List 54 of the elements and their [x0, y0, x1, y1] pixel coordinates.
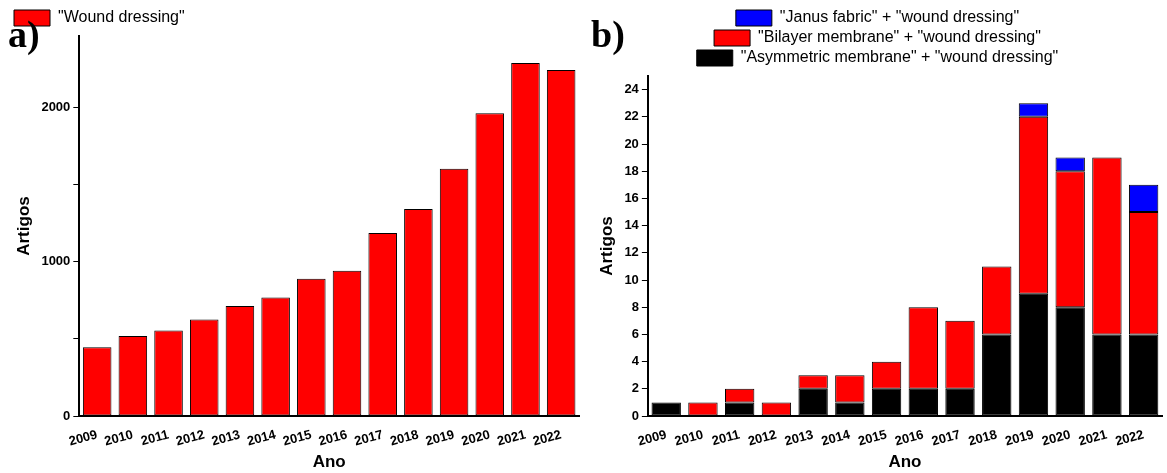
x-tick-label: 2021: [1076, 426, 1109, 449]
y-tick-label: 24: [624, 81, 640, 97]
y-tick-label: 6: [631, 326, 639, 342]
y-tick-label: 2000: [41, 98, 71, 114]
x-tick-label: 2009: [67, 426, 99, 449]
y-tick-label: 0: [631, 407, 639, 423]
y-tick-label: 2: [631, 380, 639, 396]
x-tick-label: 2016: [893, 426, 925, 449]
x-tick-label: 2021: [495, 426, 528, 449]
y-tick-label: 20: [624, 135, 639, 151]
x-tick-label: 2010: [102, 426, 135, 449]
y-tick-label: 16: [624, 189, 639, 205]
x-tick-label: 2011: [139, 426, 171, 449]
legend-label: "Wound dressing": [58, 8, 185, 26]
y-axis-title: Artigos: [13, 196, 33, 256]
x-tick-label: 2019: [1003, 426, 1036, 449]
x-tick-label: 2017: [352, 426, 385, 449]
y-tick-label: 10: [624, 271, 639, 287]
x-tick-label: 2014: [819, 426, 853, 449]
x-tick-label: 2015: [281, 426, 314, 449]
x-axis-title: Ano: [312, 452, 346, 472]
y-tick-label: 18: [624, 162, 639, 178]
x-tick-label: 2022: [531, 426, 563, 449]
x-tick-label: 2013: [783, 426, 815, 449]
chart-title: a): [8, 12, 40, 56]
x-tick-label: 2012: [746, 426, 779, 449]
x-tick-label: 2011: [710, 426, 742, 449]
x-tick-label: 2015: [856, 426, 889, 449]
legend-label: "Asymmetric membrane" + "wound dressing": [740, 48, 1059, 66]
x-tick-label: 2017: [929, 426, 962, 449]
x-tick-label: 2019: [423, 426, 456, 449]
y-tick-label: 22: [624, 108, 639, 124]
x-tick-label: 2018: [966, 426, 999, 449]
chart-title: b): [591, 12, 625, 56]
y-tick-label: 1000: [41, 253, 71, 269]
x-tick-label: 2013: [209, 426, 242, 449]
y-tick-label: 0: [63, 407, 71, 423]
x-tick-label: 2020: [459, 426, 492, 449]
x-axis-title: Ano: [888, 452, 922, 472]
y-tick-label: 14: [624, 217, 640, 233]
x-tick-label: 2009: [636, 426, 668, 449]
x-tick-label: 2012: [174, 426, 206, 449]
x-tick-label: 2014: [245, 426, 279, 449]
x-tick-label: 2022: [1113, 426, 1146, 449]
y-tick-label: 12: [624, 244, 639, 260]
y-tick-label: 8: [631, 298, 639, 314]
x-tick-label: 2016: [316, 426, 349, 449]
y-tick-label: 4: [631, 353, 640, 369]
y-axis-title: Artigos: [596, 216, 616, 276]
x-tick-label: 2018: [388, 426, 421, 449]
legend-label: "Bilayer membrane" + "wound dressing": [758, 28, 1041, 46]
x-tick-label: 2020: [1040, 426, 1072, 449]
x-tick-label: 2010: [672, 426, 705, 449]
legend-label: "Janus fabric" + "wound dressing": [779, 8, 1020, 26]
